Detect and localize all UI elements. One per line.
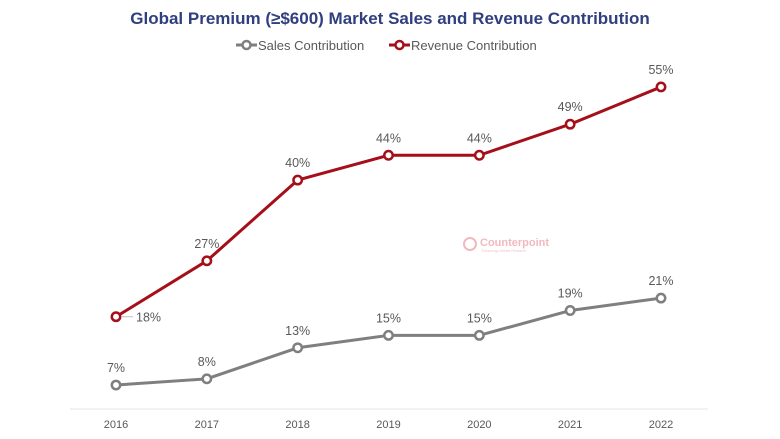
- data-point-sales-2018[interactable]: [292, 342, 304, 354]
- data-point-sales-2021[interactable]: [564, 305, 576, 316]
- series-revenue: 18% 27% 40% 44% 44% 49% 55%: [110, 63, 674, 325]
- x-axis-ticks: 2016 2017 2018 2019 2020 2021 2022: [104, 419, 673, 431]
- x-tick-label-2017: 2017: [195, 419, 219, 431]
- data-label-revenue-2018: 40%: [285, 156, 310, 170]
- data-point-revenue-2022[interactable]: [655, 81, 667, 93]
- data-label-sales-2017: 8%: [198, 355, 216, 369]
- x-tick-label-2022: 2022: [649, 419, 673, 431]
- series-layer: 7% 8% 13% 15% 15% 19% 21% 18% 27% 40% 44% 44% 49% 55%: [107, 63, 674, 391]
- x-tick-label-2021: 2021: [558, 419, 582, 431]
- data-point-revenue-2019[interactable]: [383, 149, 394, 161]
- data-point-sales-2017[interactable]: [201, 373, 213, 385]
- x-tick-label-2020: 2020: [467, 419, 491, 431]
- data-label-sales-2016: 7%: [107, 361, 125, 375]
- legend: Sales Contribution Revenue Contribution: [236, 38, 537, 53]
- data-label-sales-2022: 21%: [648, 274, 673, 288]
- legend-marker-sales: [241, 39, 252, 51]
- watermark-subtitle: Technology Market Research: [481, 249, 526, 253]
- data-label-revenue-2019: 44%: [376, 131, 401, 145]
- data-point-revenue-2021[interactable]: [564, 118, 576, 130]
- watermark: Counterpoint Technology Market Research: [463, 237, 549, 253]
- legend-item-revenue[interactable]: Revenue Contribution: [389, 38, 537, 53]
- data-point-revenue-2020[interactable]: [473, 149, 485, 161]
- legend-label-sales: Sales Contribution: [258, 38, 364, 53]
- legend-label-revenue: Revenue Contribution: [411, 38, 537, 53]
- data-label-sales-2019: 15%: [376, 311, 401, 325]
- data-point-revenue-2016[interactable]: [110, 311, 122, 323]
- chart-title: Global Premium (≥$600) Market Sales and …: [130, 9, 649, 28]
- data-point-revenue-2018[interactable]: [292, 174, 304, 186]
- data-label-sales-2020: 15%: [467, 311, 492, 325]
- legend-item-sales[interactable]: Sales Contribution: [236, 38, 364, 53]
- data-point-sales-2016[interactable]: [110, 379, 122, 391]
- counterpoint-logo-icon: [463, 237, 477, 251]
- data-point-sales-2020[interactable]: [473, 329, 485, 341]
- data-point-sales-2022[interactable]: [655, 292, 667, 304]
- legend-marker-revenue: [394, 39, 405, 51]
- data-label-revenue-2022: 55%: [648, 63, 673, 77]
- x-tick-label-2019: 2019: [376, 419, 400, 431]
- x-tick-label-2016: 2016: [104, 419, 128, 431]
- series-sales: 7% 8% 13% 15% 15% 19% 21%: [107, 274, 674, 391]
- x-tick-label-2018: 2018: [285, 419, 309, 431]
- data-label-revenue-2021: 49%: [558, 100, 583, 114]
- data-label-sales-2021: 19%: [558, 287, 583, 301]
- data-label-sales-2018: 13%: [285, 324, 310, 338]
- data-point-revenue-2017[interactable]: [201, 255, 213, 267]
- series-line-revenue: [115, 85, 662, 318]
- data-label-revenue-2017: 27%: [194, 237, 219, 251]
- data-label-revenue-2016: 18%: [136, 311, 161, 325]
- data-point-sales-2019[interactable]: [383, 329, 394, 341]
- watermark-text: Counterpoint: [480, 237, 549, 249]
- data-label-revenue-2020: 44%: [467, 131, 492, 145]
